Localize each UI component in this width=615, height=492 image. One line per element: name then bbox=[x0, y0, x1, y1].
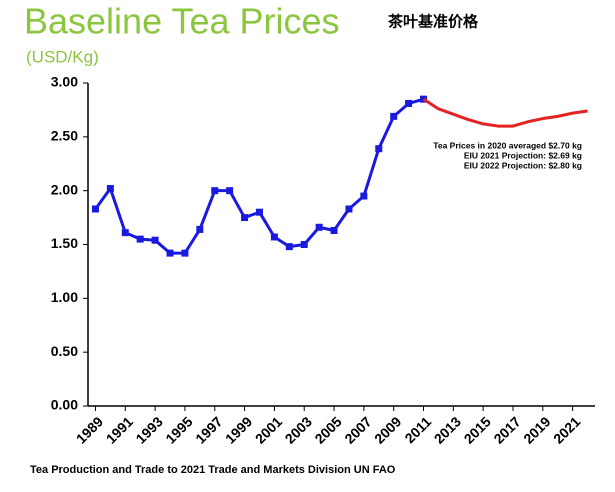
x-tick-label: 2009 bbox=[371, 413, 404, 446]
x-tick-label: 1999 bbox=[222, 413, 255, 446]
x-tick-label: 1997 bbox=[192, 413, 225, 446]
data-point bbox=[285, 243, 293, 251]
y-tick-label: 1.00 bbox=[51, 289, 78, 305]
series-line bbox=[94, 97, 424, 255]
data-point bbox=[151, 236, 159, 244]
data-point bbox=[91, 205, 99, 213]
source-note: Tea Production and Trade to 2021 Trade a… bbox=[30, 464, 396, 476]
data-point bbox=[166, 249, 174, 257]
series-line bbox=[422, 97, 588, 128]
x-tick-label: 2019 bbox=[520, 413, 553, 446]
y-tick-label: 2.00 bbox=[51, 181, 78, 197]
data-point bbox=[360, 192, 368, 200]
annotation: EIU 2022 Projection: $2.80 kg bbox=[464, 160, 582, 170]
chart-title: Baseline Tea Prices bbox=[24, 1, 340, 42]
data-point bbox=[405, 99, 413, 107]
x-tick-label: 2001 bbox=[252, 413, 285, 446]
annotation: Tea Prices in 2020 averaged $2.70 kg bbox=[433, 140, 582, 150]
data-point bbox=[181, 249, 189, 257]
x-tick-label: 2013 bbox=[431, 413, 464, 446]
data-point bbox=[255, 208, 263, 216]
data-point bbox=[241, 214, 249, 222]
data-point bbox=[375, 145, 383, 153]
y-tick-label: 3.00 bbox=[51, 74, 78, 90]
x-tick-label: 2005 bbox=[311, 413, 344, 446]
y-tick-label: 2.50 bbox=[51, 128, 78, 144]
chart-title-cn: 茶叶基准价格 bbox=[388, 13, 479, 31]
x-tick-label: 1993 bbox=[132, 413, 165, 446]
x-tick-label: 1991 bbox=[103, 413, 136, 446]
data-point bbox=[106, 185, 114, 193]
y-tick-label: 1.50 bbox=[51, 235, 78, 251]
chart-subtitle: (USD/Kg) bbox=[26, 47, 99, 66]
x-tick-label: 2003 bbox=[282, 413, 315, 446]
x-tick-label: 2021 bbox=[550, 413, 583, 446]
y-tick-label: 0.00 bbox=[51, 397, 78, 413]
x-tick-label: 2011 bbox=[401, 413, 434, 446]
data-point bbox=[345, 205, 353, 213]
data-point bbox=[315, 223, 323, 231]
data-point bbox=[226, 187, 234, 195]
data-point bbox=[196, 225, 204, 233]
x-tick-label: 2017 bbox=[490, 413, 523, 446]
data-point bbox=[390, 112, 398, 120]
x-tick-label: 1989 bbox=[73, 413, 106, 446]
annotation: EIU 2021 Projection: $2.69 kg bbox=[464, 150, 582, 160]
x-tick-label: 2007 bbox=[341, 413, 374, 446]
data-point bbox=[330, 227, 338, 235]
y-tick-label: 0.50 bbox=[51, 343, 78, 359]
x-tick-label: 1995 bbox=[162, 413, 195, 446]
x-tick-label: 2015 bbox=[461, 413, 494, 446]
data-point bbox=[300, 241, 308, 248]
data-point bbox=[136, 235, 144, 243]
data-point bbox=[121, 229, 129, 237]
data-point bbox=[270, 233, 278, 241]
data-point bbox=[211, 187, 219, 195]
